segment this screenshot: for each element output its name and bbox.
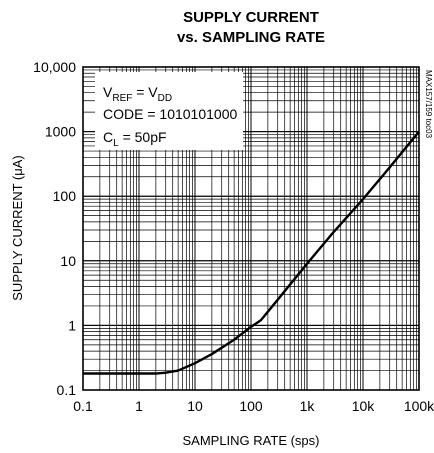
legend-line-3-sub: L: [113, 138, 119, 149]
x-tick-label: 1k: [300, 398, 316, 414]
x-tick-label: 100k: [404, 398, 434, 414]
y-tick-label: 1: [68, 317, 76, 333]
legend-box: [95, 72, 243, 150]
y-axis-label: SUPPLY CURRENT (μA): [10, 155, 25, 300]
chart-title-line2: vs. SAMPLING RATE: [177, 29, 325, 46]
series-line-1: [83, 130, 420, 375]
x-tick-label: 10k: [352, 398, 376, 414]
legend-line-1-sub2: DD: [158, 93, 172, 104]
y-tick-label: 1000: [45, 124, 76, 140]
x-tick-label: 100: [239, 398, 263, 414]
corner-note: MAX157/159 toc03: [424, 70, 433, 139]
legend-line-1-base: V: [103, 84, 113, 100]
plot-frame: [82, 66, 420, 391]
legend-line-3: CL = 50pF: [103, 129, 167, 149]
legend-line-1-sub: REF: [112, 93, 132, 104]
legend: VREF = VDD CODE = 1010101000 CL = 50pF: [95, 72, 243, 150]
y-tick-label: 100: [53, 188, 77, 204]
series-group: [83, 130, 420, 375]
y-tick-label: 10,000: [33, 59, 76, 75]
x-tick-labels: 0.1 1 10 100 1k 10k 100k: [73, 398, 434, 414]
x-tick-label: 10: [187, 398, 203, 414]
x-axis-label: SAMPLING RATE (sps): [182, 433, 319, 448]
x-tick-label: 0.1: [73, 398, 93, 414]
y-tick-labels: 0.1 1 10 100 1000 10,000: [33, 59, 76, 398]
legend-line-3-base: C: [103, 129, 113, 145]
legend-line-3-mid: = 50pF: [119, 129, 167, 145]
legend-line-1-mid: = V: [132, 84, 158, 100]
legend-line-2: CODE = 1010101000: [103, 106, 237, 122]
y-tick-label: 0.1: [57, 382, 77, 398]
y-tick-label: 10: [60, 253, 76, 269]
legend-line-1: VREF = VDD: [103, 84, 172, 104]
x-tick-label: 1: [135, 398, 143, 414]
chart-title-line1: SUPPLY CURRENT: [183, 9, 319, 26]
